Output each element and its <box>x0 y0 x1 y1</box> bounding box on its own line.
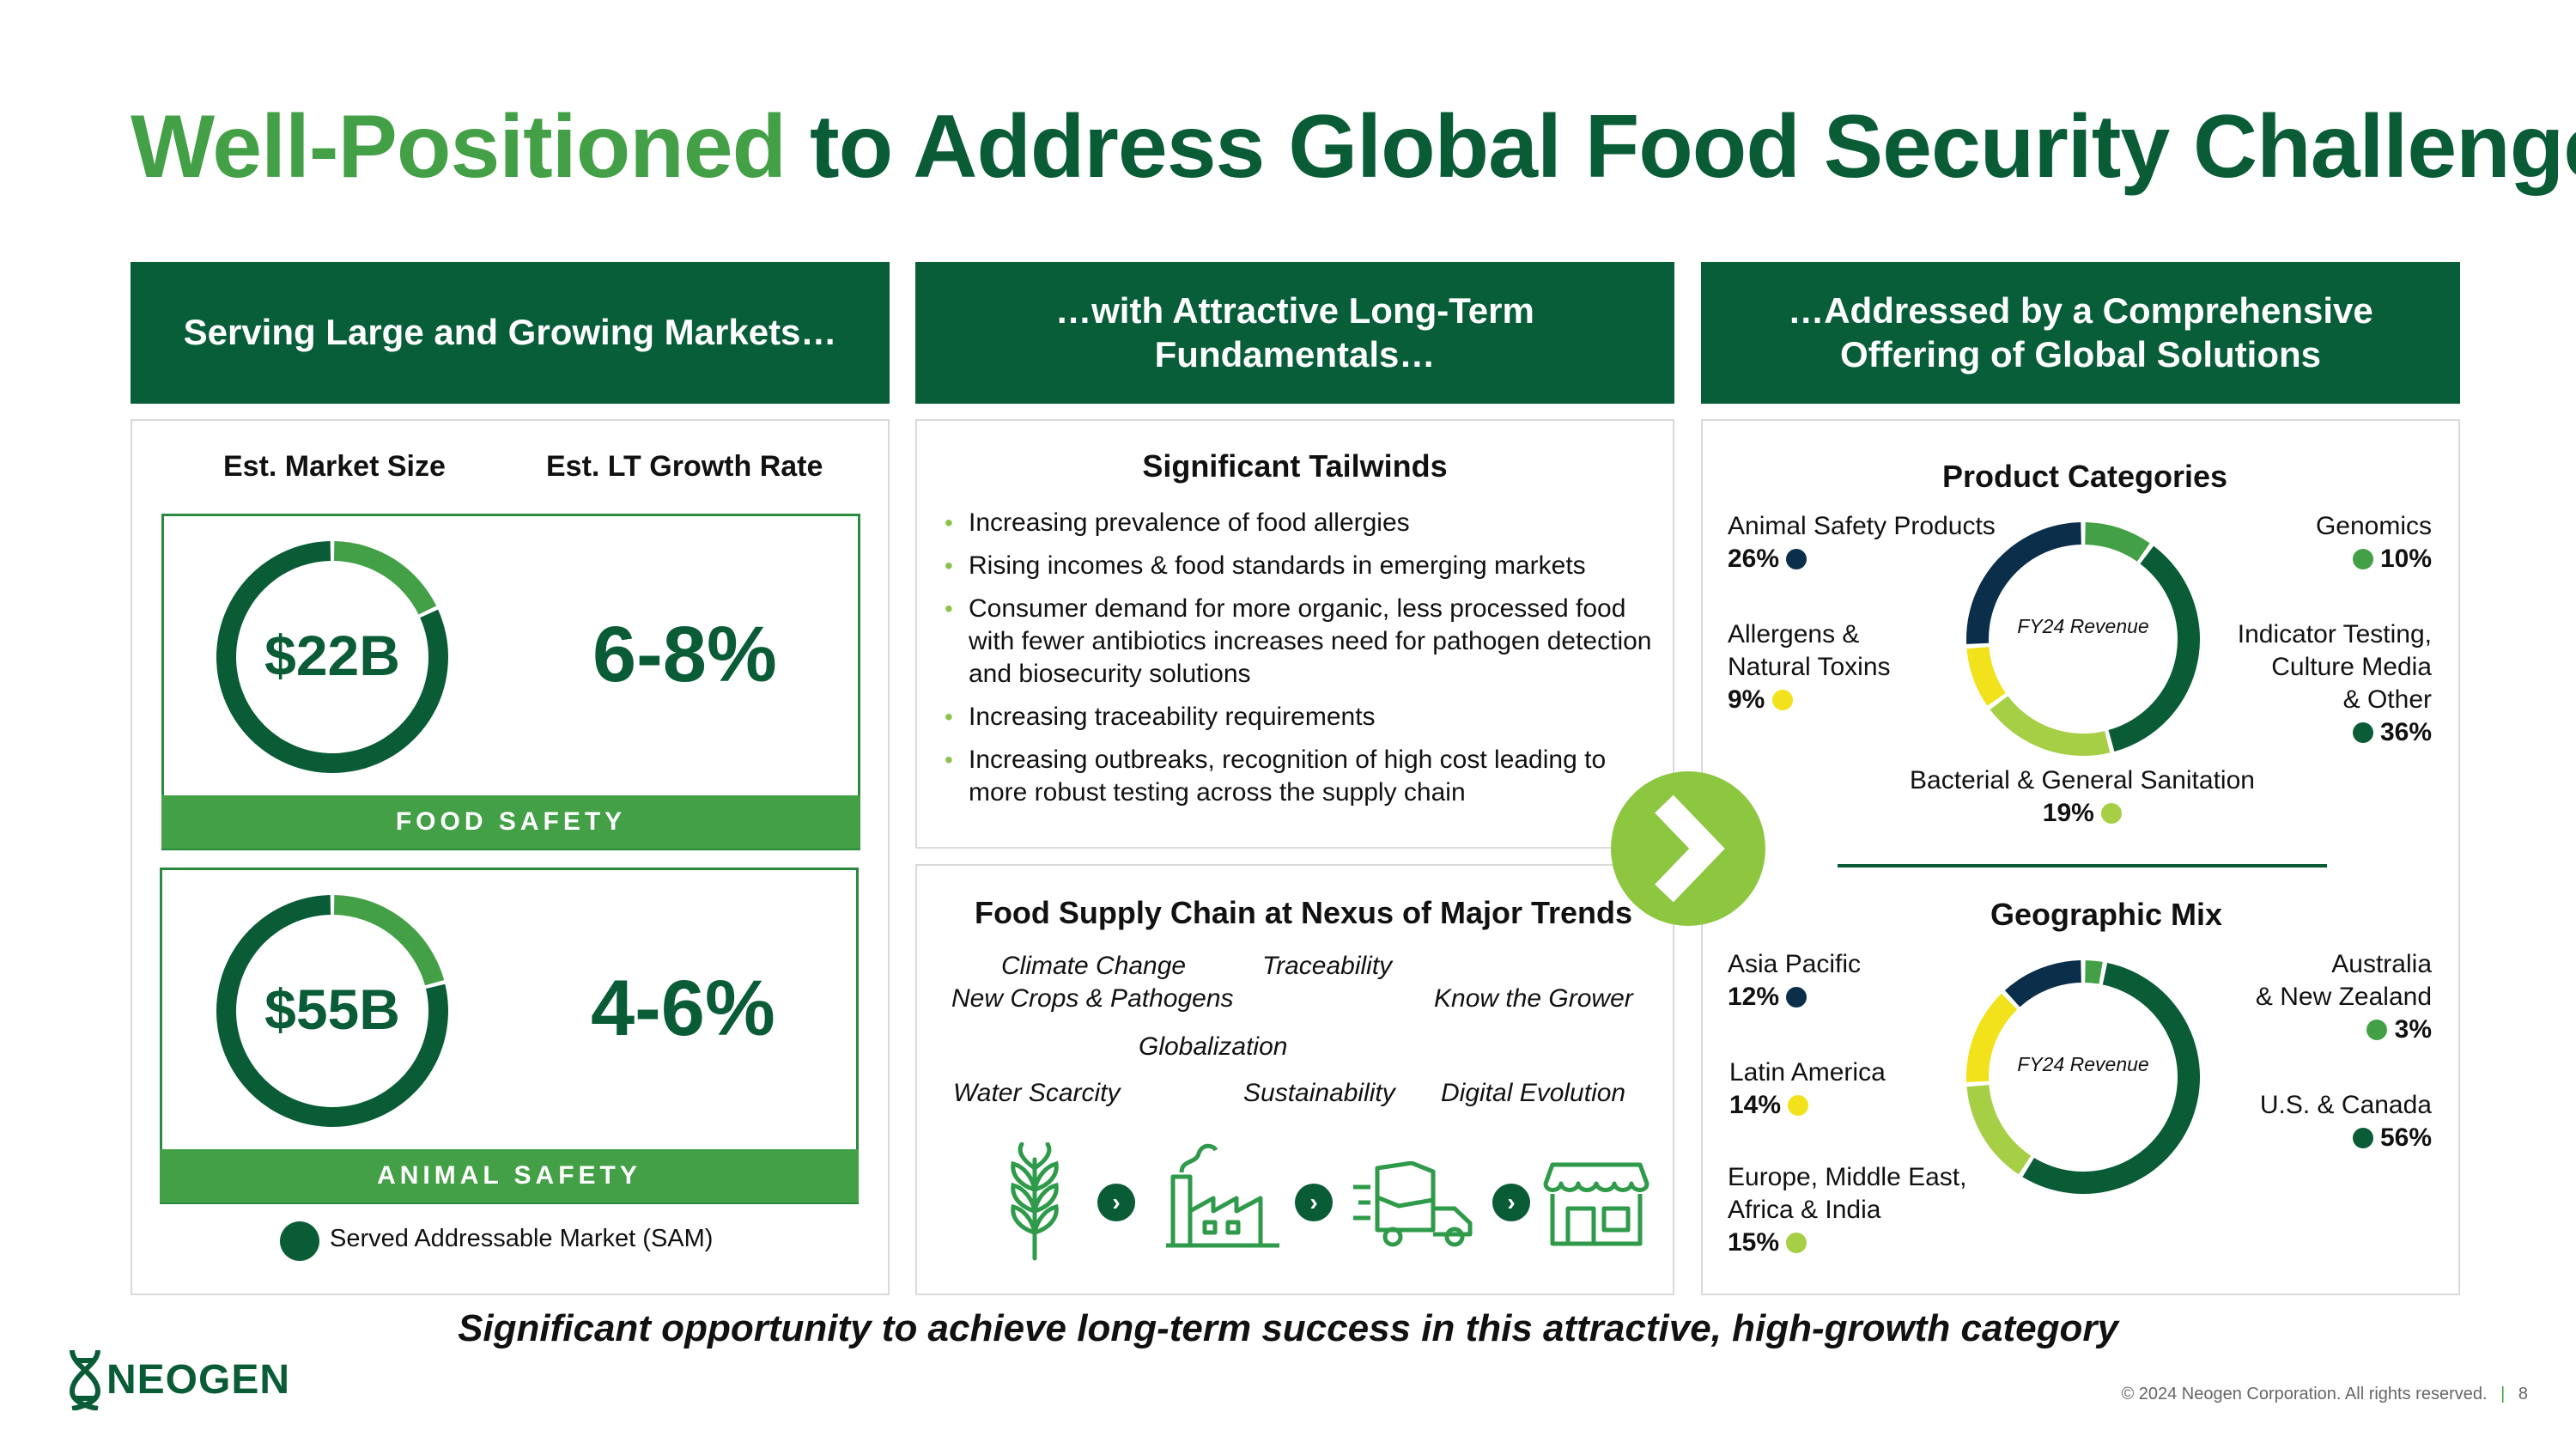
trend-globalization: Globalization <box>1139 1032 1288 1061</box>
label-emea: Europe, Middle East, Africa & India 15% <box>1728 1163 1967 1257</box>
supply-chain-title: Food Supply Chain at Nexus of Major Tren… <box>974 895 1633 930</box>
label-genomics: Genomics 10% <box>2315 512 2432 573</box>
tagline: Significant opportunity to achieve long-… <box>458 1307 2118 1349</box>
label-animal-safety-products: Animal Safety Products 26% <box>1728 512 1996 573</box>
logo-text: NEOGEN <box>106 1356 291 1403</box>
geographic-mix-title: Geographic Mix <box>1990 897 2223 932</box>
title-rest: to Address Global Food Security Challeng… <box>810 97 2576 197</box>
chevron-right-icon: › <box>1492 1184 1530 1221</box>
tailwind-item: Increasing outbreaks, recognition of hig… <box>943 744 1656 809</box>
tailwind-item: Rising incomes & food standards in emerg… <box>943 550 1656 582</box>
copyright: © 2024 Neogen Corporation. All rights re… <box>2121 1385 2528 1403</box>
market-size-heading: Est. Market Size <box>223 450 446 483</box>
label-allergens: Allergens & Natural Toxins 9% <box>1728 620 1891 714</box>
tailwinds-title: Significant Tailwinds <box>1142 448 1448 484</box>
trend-digital-evolution: Digital Evolution <box>1441 1079 1626 1107</box>
tailwinds-list: Increasing prevalence of food allergies … <box>943 507 1656 819</box>
geographic-mix-donut <box>1966 960 2200 1194</box>
legend-dot <box>1786 987 1807 1008</box>
solutions-header: …Addressed by a Comprehensive Offering o… <box>1701 262 2460 404</box>
delivery-truck-icon <box>1353 1161 1473 1247</box>
animal-safety-donut <box>216 895 448 1127</box>
food-safety-box <box>161 514 860 850</box>
sam-legend-label: Served Addressable Market (SAM) <box>330 1225 714 1252</box>
trend-sustainability: Sustainability <box>1243 1079 1395 1107</box>
label-bacterial-sanitation: Bacterial & General Sanitation 19% <box>1910 766 2255 827</box>
donut-slice <box>2022 962 2200 1194</box>
donut-slice <box>1966 647 2006 706</box>
trend-new-crops: New Crops & Pathogens <box>951 984 1234 1013</box>
trend-traceability: Traceability <box>1262 952 1393 980</box>
product-categories-donut <box>1966 522 2200 756</box>
label-australia-nz: Australia & New Zealand 3% <box>2255 950 2432 1044</box>
sam-legend-dot <box>280 1221 319 1261</box>
legend-dot <box>1786 549 1807 569</box>
product-categories-center-label: FY24 Revenue <box>2017 615 2149 637</box>
animal-safety-growth-rate: 4-6% <box>591 965 775 1052</box>
legend-dot <box>2352 1128 2373 1148</box>
supply-chain-panel <box>915 864 1674 1295</box>
trend-climate-change: Climate Change <box>1001 952 1187 980</box>
wheat-icon <box>1011 1142 1059 1261</box>
neogen-logo: NEOGEN <box>65 1349 290 1410</box>
animal-safety-box <box>160 868 859 1204</box>
section-divider <box>1838 864 2327 868</box>
donut-slice <box>1966 522 2081 644</box>
chevron-right-icon: › <box>1097 1184 1135 1221</box>
legend-dot <box>1771 690 1793 710</box>
legend-dot <box>2352 722 2373 743</box>
chevron-right-icon: › <box>1295 1184 1333 1221</box>
markets-header: Serving Large and Growing Markets… <box>131 262 890 404</box>
title-lead: Well-Positioned <box>131 97 787 197</box>
legend-dot <box>2101 803 2123 824</box>
tailwind-item: Consumer demand for more organic, less p… <box>943 593 1656 691</box>
product-categories-title: Product Categories <box>1942 459 2228 494</box>
factory-icon <box>1166 1143 1279 1248</box>
trend-water-scarcity: Water Scarcity <box>953 1079 1121 1107</box>
chevron-right-icon <box>1611 771 1765 926</box>
donut-slice <box>1966 993 2018 1082</box>
food-safety-label: FOOD SAFETY <box>161 795 860 849</box>
food-safety-market-size: $22B <box>264 624 400 687</box>
donut-slice <box>333 895 445 986</box>
animal-safety-label: ANIMAL SAFETY <box>160 1149 859 1202</box>
label-us-canada: U.S. & Canada 56% <box>2259 1091 2432 1152</box>
legend-dot <box>2352 549 2373 569</box>
fundamentals-header: …with Attractive Long-Term Fundamentals… <box>915 262 1674 404</box>
growth-rate-heading: Est. LT Growth Rate <box>546 450 823 483</box>
donut-slice <box>2004 960 2081 1008</box>
food-safety-donut <box>216 541 448 773</box>
label-asia-pacific: Asia Pacific 12% <box>1728 950 1862 1011</box>
geographic-mix-center-label: FY24 Revenue <box>2017 1053 2149 1075</box>
label-latin-america: Latin America 14% <box>1729 1058 1886 1119</box>
page-number: 8 <box>2518 1385 2528 1403</box>
donut-slice <box>2108 545 2200 752</box>
donut-slice <box>333 541 437 615</box>
legend-dot <box>1786 1233 1807 1253</box>
legend-dot <box>2366 1020 2388 1040</box>
page-title: Well-Positioned to Address Global Food S… <box>131 96 2576 198</box>
donut-slice <box>1966 1085 2032 1175</box>
legend-dot <box>1788 1095 1809 1116</box>
tailwind-item: Increasing traceability requirements <box>943 701 1656 734</box>
trend-know-the-grower: Know the Grower <box>1434 984 1633 1013</box>
donut-slice <box>2085 960 2103 984</box>
dna-icon <box>69 1349 101 1410</box>
donut-slice <box>1990 696 2111 756</box>
tailwind-item: Increasing prevalence of food allergies <box>943 507 1656 539</box>
solutions-panel <box>1701 419 2460 1295</box>
animal-safety-market-size: $55B <box>264 977 400 1041</box>
donut-slice <box>2085 522 2150 562</box>
food-safety-growth-rate: 6-8% <box>592 611 777 698</box>
label-indicator-testing: Indicator Testing, Culture Media & Other… <box>2237 620 2432 746</box>
storefront-icon <box>1543 1162 1649 1246</box>
